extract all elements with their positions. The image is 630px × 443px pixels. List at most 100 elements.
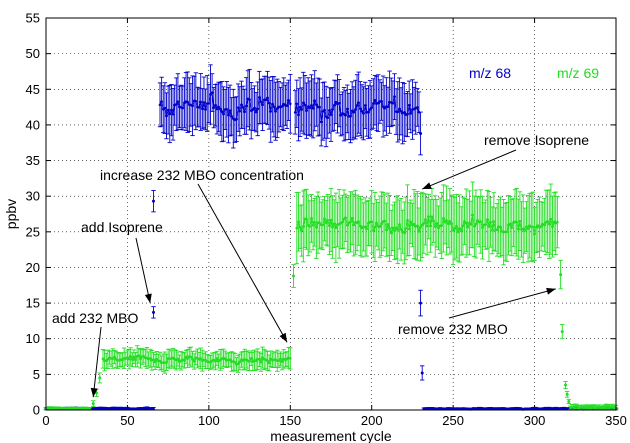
mz69-data-point xyxy=(440,224,444,227)
y-tick-label: 30 xyxy=(26,189,40,204)
mz68-data-point xyxy=(256,107,260,111)
mz69-data-point xyxy=(450,222,453,225)
mz69-data-point xyxy=(518,219,522,223)
mz69-data-point xyxy=(236,362,240,366)
mz69-data-point xyxy=(459,229,463,233)
mz68-data-point xyxy=(272,105,276,109)
annotation-remove-mbo: remove 232 MBO xyxy=(398,321,508,337)
annotation-arrow-head xyxy=(279,332,288,343)
mz68-data-point xyxy=(402,111,406,114)
mz68-data-point xyxy=(171,113,175,116)
mz68-data-point xyxy=(305,109,308,112)
y-tick-label: 15 xyxy=(26,296,40,311)
mz69-data-point xyxy=(375,221,378,225)
x-tick-label: 100 xyxy=(198,413,220,428)
mz69-data-point xyxy=(486,218,489,221)
mz69-data-point xyxy=(233,360,237,364)
mz68-data-point xyxy=(235,117,238,121)
mz69-data-point xyxy=(499,225,502,229)
mz68-data-point xyxy=(287,99,290,102)
mz69-data-point xyxy=(331,225,334,229)
mz69-data-point xyxy=(461,224,465,227)
mz69-data-point xyxy=(127,357,131,361)
mz69-data-point xyxy=(402,231,406,235)
mz69-data-point xyxy=(547,222,551,226)
mz69-data-point xyxy=(373,225,377,229)
mz68-data-point xyxy=(202,101,206,104)
mz68-data-point xyxy=(355,104,359,107)
mz69-data-point xyxy=(142,355,146,358)
mz69-data-point xyxy=(446,222,450,226)
y-tick-label: 55 xyxy=(26,11,40,26)
mz68-data-point xyxy=(170,108,173,112)
mz69-data-point xyxy=(523,229,527,232)
mz69-data-point xyxy=(101,357,105,361)
mz68-data-point xyxy=(248,98,251,101)
mz68-data-point xyxy=(201,107,204,111)
mz69-data-point xyxy=(429,224,432,228)
y-tick-label: 45 xyxy=(26,82,40,97)
y-tick-label: 20 xyxy=(26,260,40,275)
mz69-data-point xyxy=(344,216,347,220)
mz68-data-point xyxy=(302,101,305,105)
mz69-data-point xyxy=(396,228,400,231)
mz68-data-point xyxy=(407,103,411,107)
mz69-data-point xyxy=(176,357,180,361)
mz68-data-point xyxy=(264,98,268,102)
mz68-data-point xyxy=(222,112,225,116)
mz69-data-point xyxy=(261,356,264,359)
mz68-data-point xyxy=(194,99,198,103)
mz69-data-point xyxy=(456,230,460,234)
mz68-data-point xyxy=(220,110,224,113)
mz68-data-point xyxy=(386,105,390,109)
annotation-arrow-line xyxy=(197,183,288,343)
mz69-data-point xyxy=(129,355,132,358)
mz68-data-point xyxy=(349,114,352,118)
mz69-data-point xyxy=(424,218,427,221)
mz69-data-point xyxy=(302,225,305,228)
y-tick-label: 40 xyxy=(26,117,40,132)
mz69-data-point xyxy=(567,399,571,403)
mz68-data-point xyxy=(210,91,214,94)
mz68-data-point xyxy=(391,101,395,105)
mz69-data-point xyxy=(254,359,258,363)
mz69-data-point xyxy=(365,227,369,231)
mz68-data-point xyxy=(217,105,220,109)
mz69-data-point xyxy=(404,227,408,230)
mz69-data-point xyxy=(510,226,514,229)
y-tick-label: 0 xyxy=(33,403,40,418)
mz68-data-point xyxy=(329,113,333,117)
mz69-data-point xyxy=(308,225,312,228)
mz68-data-point xyxy=(230,115,233,118)
mz69-data-point xyxy=(407,227,411,231)
mz69-data-point xyxy=(300,229,303,232)
mz69-data-point xyxy=(469,223,473,226)
annotation-arrow-head xyxy=(90,387,98,398)
mz68-data-point xyxy=(240,103,243,107)
mz69-data-point xyxy=(398,223,401,226)
y-tick-label: 5 xyxy=(33,367,40,382)
mz68-data-point xyxy=(261,103,264,107)
annotation-arrow-line xyxy=(92,326,102,398)
mz68-data-point xyxy=(393,95,396,98)
mz69-data-point xyxy=(324,221,328,225)
mz68-data-point xyxy=(258,96,261,99)
mz68-data-point xyxy=(331,108,334,111)
annotation-add-mbo: add 232 MBO xyxy=(52,310,138,326)
mz68-data-point xyxy=(165,114,168,118)
mz68-data-point xyxy=(160,100,163,103)
mz69-data-point xyxy=(106,357,110,361)
mz68-data-point xyxy=(406,112,409,116)
mz68-data-point xyxy=(197,106,201,109)
mz68-data-point xyxy=(207,102,211,105)
mz68-data-point xyxy=(253,106,256,110)
mz68-data-point xyxy=(181,106,185,110)
mz69-data-point xyxy=(521,227,525,231)
mz69-data-point xyxy=(394,226,398,230)
mz69-data-point xyxy=(406,219,409,222)
mz69-data-point xyxy=(248,360,251,363)
mz69-data-point xyxy=(266,359,269,363)
mz68-data-point xyxy=(215,107,219,111)
mz69-data-point xyxy=(280,360,284,363)
